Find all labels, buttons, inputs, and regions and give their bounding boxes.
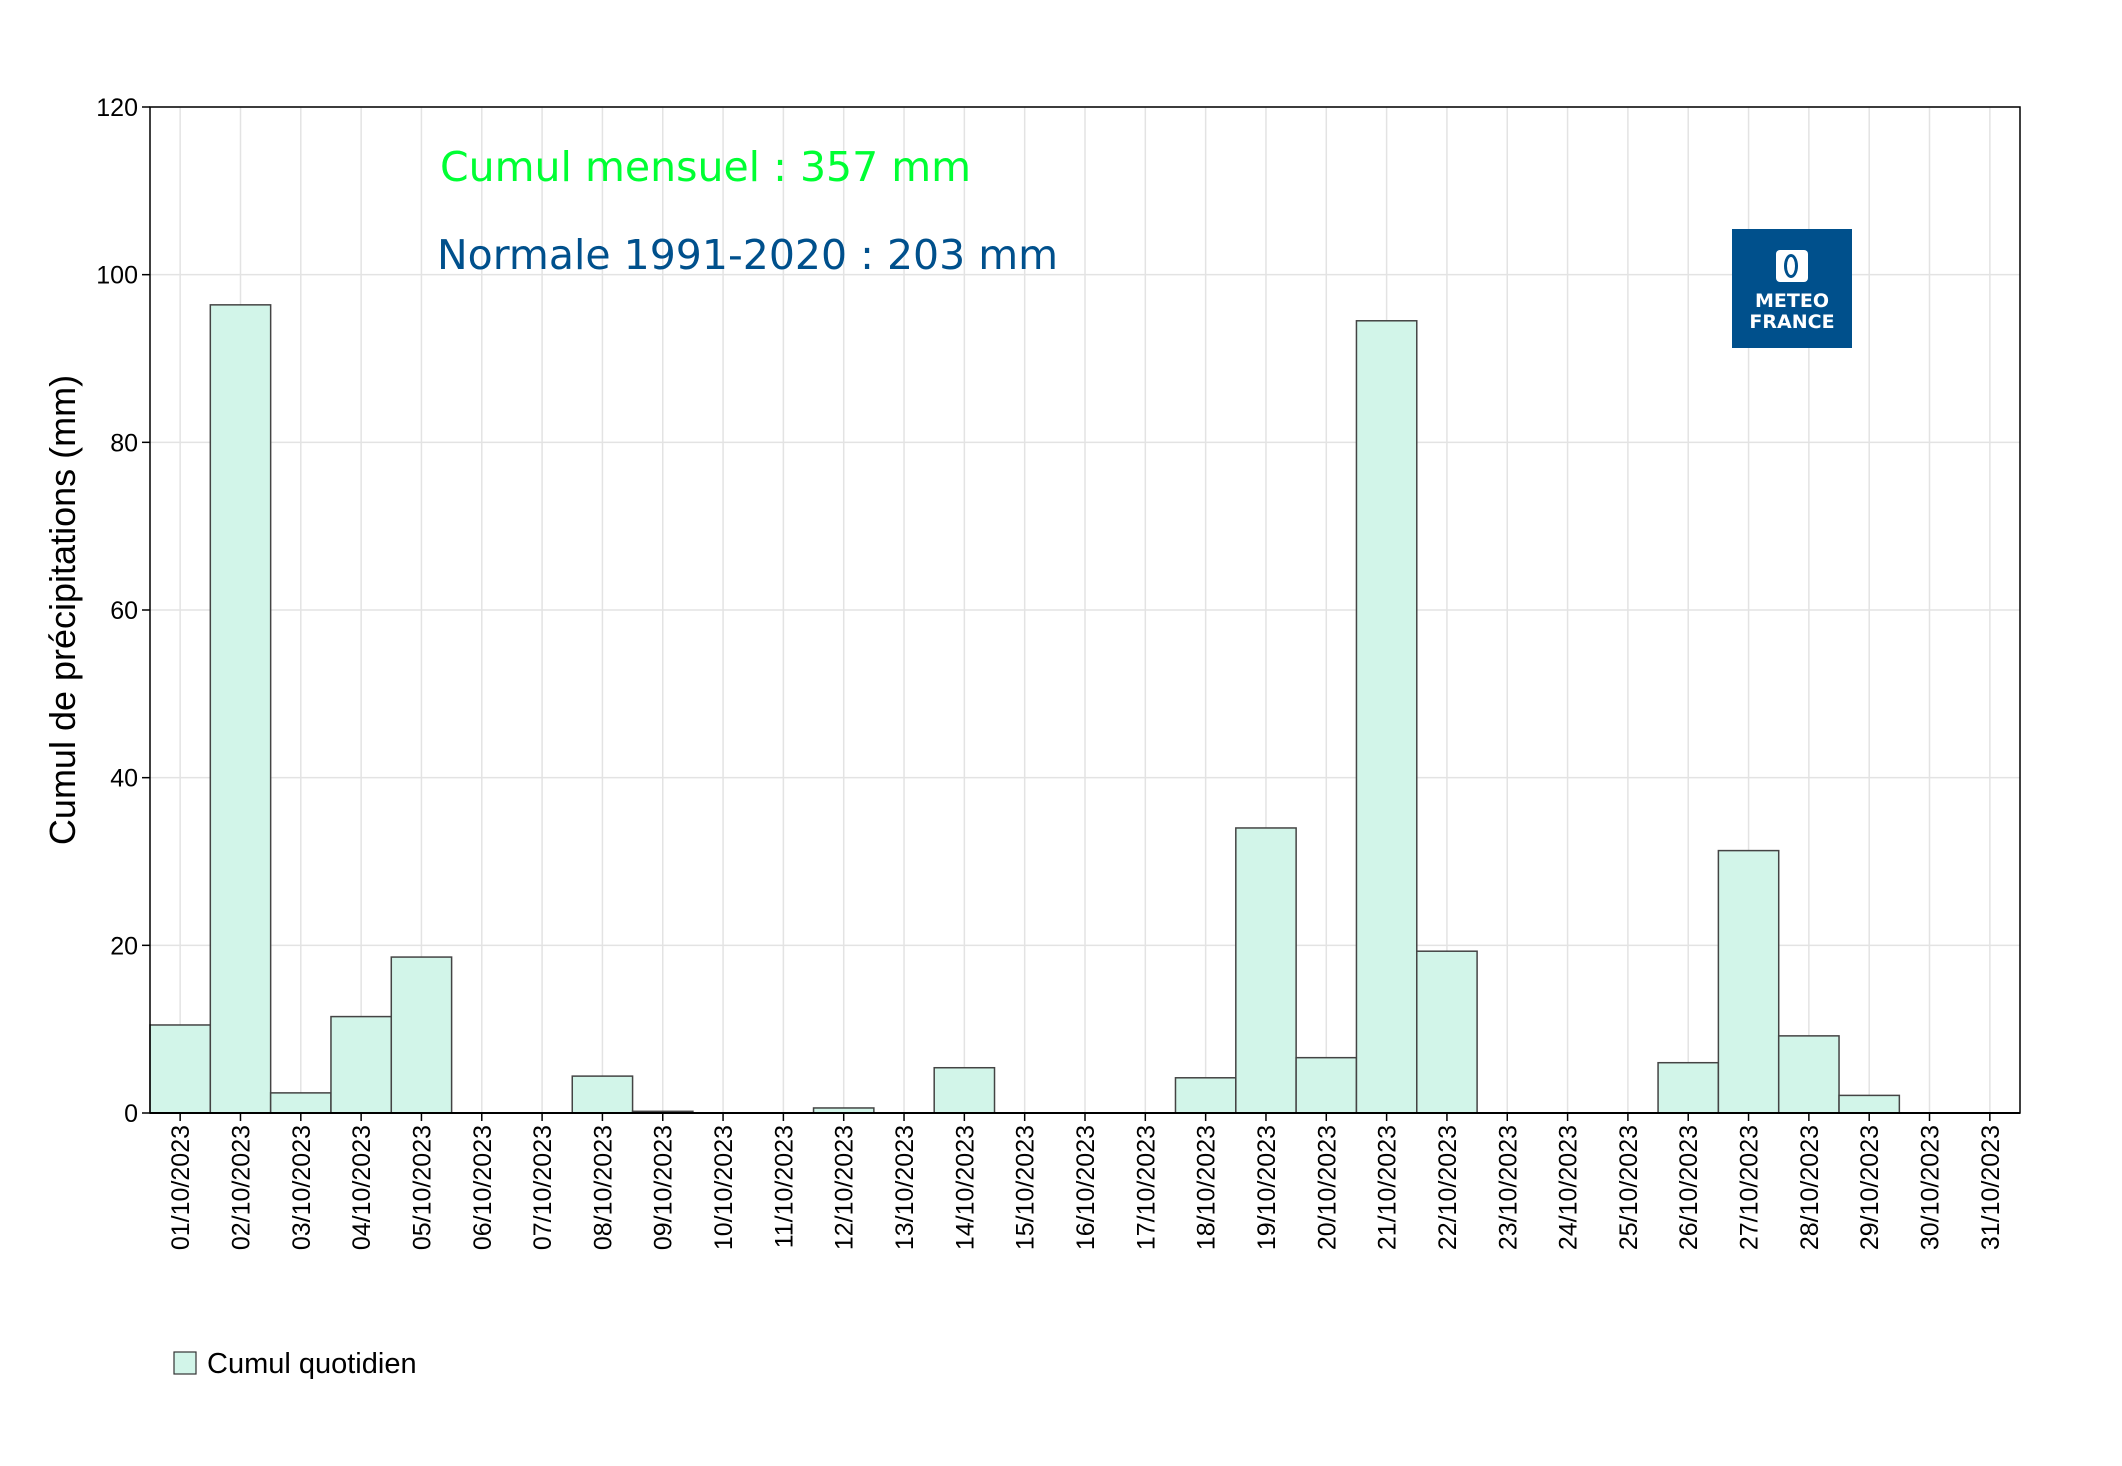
logo-mark-icon [1776,250,1808,282]
bar [149,1024,212,1114]
bar [269,1092,332,1114]
x-tick-label: 25/10/2023 [1615,1125,1643,1250]
bar [1295,1056,1358,1114]
y-tick-label: 80 [110,429,138,457]
x-tick-label: 01/10/2023 [167,1125,195,1250]
x-tick-label: 11/10/2023 [770,1125,798,1248]
bar [571,1075,634,1114]
y-tick-label: 20 [110,932,138,960]
y-tick-label: 40 [110,765,138,793]
x-tick-label: 13/10/2023 [891,1125,919,1250]
x-tick-label: 03/10/2023 [288,1125,316,1250]
x-tick-label: 28/10/2023 [1796,1125,1824,1250]
bar [1355,320,1418,1114]
x-tick-label: 30/10/2023 [1917,1125,1945,1250]
x-axis-ticks: 01/10/2023 02/10/2023 03/10/2023 04/10/2023… [150,1112,2020,1250]
x-tick-label: 20/10/2023 [1313,1125,1341,1250]
bar [933,1066,996,1114]
x-tick-label: 24/10/2023 [1555,1125,1583,1250]
x-tick-label: 23/10/2023 [1494,1125,1522,1250]
bar [1416,950,1478,1114]
monthly-total-annotation: Cumul mensuel : 357 mm [440,143,971,191]
bar [330,1015,393,1114]
y-tick-label: 60 [110,597,138,625]
bars [149,304,1901,1114]
x-tick-label: 04/10/2023 [348,1125,376,1250]
x-tick-label: 12/10/2023 [831,1125,859,1250]
x-tick-label: 19/10/2023 [1253,1125,1281,1250]
x-tick-label: 18/10/2023 [1193,1125,1221,1250]
x-tick-label: 06/10/2023 [469,1125,497,1250]
legend-swatch [173,1351,197,1375]
x-tick-label: 09/10/2023 [650,1125,678,1250]
x-tick-label: 29/10/2023 [1856,1125,1884,1250]
x-tick-label: 07/10/2023 [529,1125,557,1250]
logo-text: METEO FRANCE [1749,290,1835,333]
bar [1657,1061,1720,1114]
y-tick-label: 120 [96,94,138,122]
x-tick-label: 17/10/2023 [1132,1125,1160,1250]
bar [1717,849,1780,1114]
y-tick-label: 0 [124,1100,138,1128]
x-tick-label: 05/10/2023 [408,1125,436,1250]
x-tick-label: 31/10/2023 [1977,1125,2005,1250]
x-tick-label: 08/10/2023 [589,1125,617,1250]
bar [209,304,272,1114]
x-tick-label: 02/10/2023 [227,1125,255,1250]
x-tick-label: 15/10/2023 [1012,1125,1040,1250]
x-tick-label: 27/10/2023 [1736,1125,1764,1250]
bar [390,956,453,1114]
bar [1777,1035,1840,1114]
bar [1174,1077,1237,1114]
x-tick-label: 22/10/2023 [1434,1125,1462,1250]
bar [1838,1094,1901,1114]
grid [150,106,2020,1114]
legend-label: Cumul quotidien [207,1348,417,1380]
bar [1235,827,1297,1114]
meteo-france-logo: METEO FRANCE [1732,229,1852,348]
x-tick-label: 21/10/2023 [1374,1125,1402,1250]
x-tick-label: 14/10/2023 [951,1125,979,1250]
x-tick-label: 16/10/2023 [1072,1125,1100,1250]
normal-annotation: Normale 1991-2020 : 203 mm [437,231,1058,279]
x-tick-label: 10/10/2023 [710,1125,738,1250]
y-axis-ticks: 0 20 40 60 80 100 120 [96,94,150,1128]
x-tick-label: 26/10/2023 [1675,1125,1703,1250]
y-tick-label: 100 [96,262,138,290]
y-axis-label: Cumul de précipitations (mm) [42,375,83,845]
